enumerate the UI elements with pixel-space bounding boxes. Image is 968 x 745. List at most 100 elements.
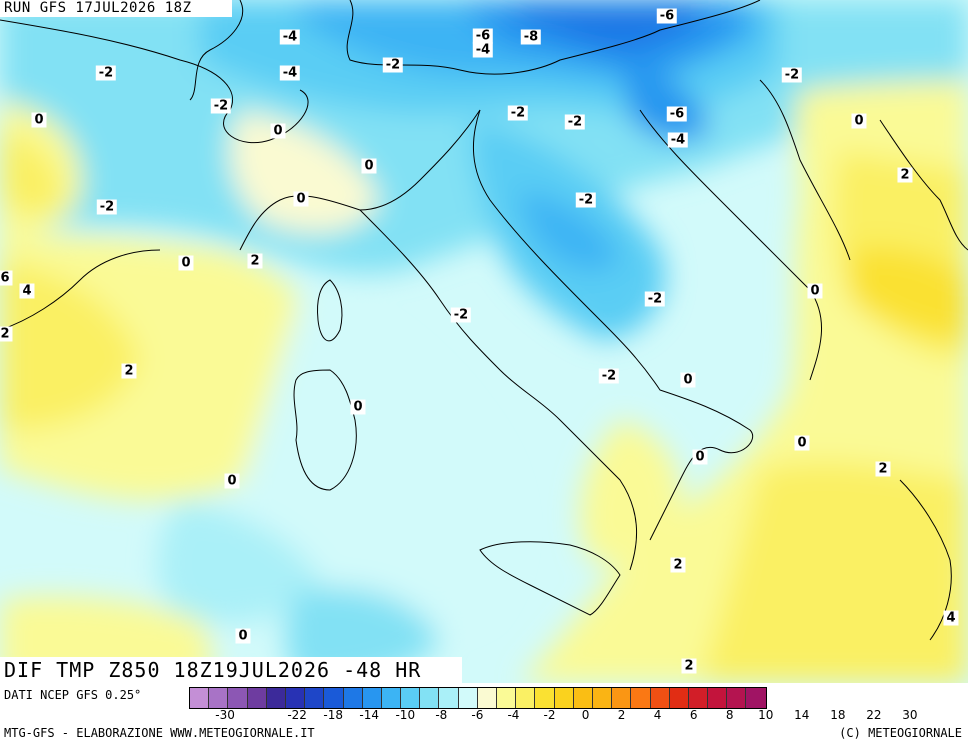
scale-swatch — [516, 688, 536, 708]
scale-tick-label: -8 — [435, 708, 448, 722]
scale-tick-label: 14 — [794, 708, 810, 722]
scale-tick-label: 2 — [617, 708, 626, 722]
scale-swatch — [497, 688, 517, 708]
contour-label: -2 — [781, 67, 803, 83]
contour-label: 0 — [235, 628, 251, 644]
contour-label: 0 — [224, 473, 240, 489]
contour-label: 0 — [794, 435, 810, 451]
scale-swatch — [362, 688, 382, 708]
contour-label: -2 — [575, 192, 597, 208]
scale-tick-label: 0 — [581, 708, 590, 722]
contour-label: -4 — [279, 65, 301, 81]
scale-tick-label: 30 — [902, 708, 918, 722]
data-source-label: DATI NCEP GFS 0.25° — [4, 688, 142, 702]
scale-tick-label: -10 — [395, 708, 416, 722]
contour-label: -8 — [520, 29, 542, 45]
scale-swatch — [688, 688, 709, 708]
scale-tick-label: -4 — [507, 708, 520, 722]
map-title: DIF TMP Z850 18Z19JUL2026 -48 HR — [0, 657, 462, 683]
contour-label: -4 — [279, 29, 301, 45]
scale-swatch — [535, 688, 555, 708]
scale-tick-label: -18 — [323, 708, 343, 722]
scale-swatch — [266, 688, 286, 708]
scale-swatch — [746, 688, 766, 708]
scale-swatch — [727, 688, 747, 708]
contour-label: -6 — [656, 8, 678, 24]
scale-swatch — [228, 688, 248, 708]
color-scale — [189, 687, 767, 709]
contour-label: 2 — [0, 326, 13, 342]
contour-label: -2 — [382, 57, 404, 73]
scale-swatch — [209, 688, 229, 708]
contour-label: 4 — [943, 610, 959, 626]
contour-label: -2 — [644, 291, 666, 307]
scale-tick-label: 4 — [653, 708, 662, 722]
contour-label: -2 — [507, 105, 529, 121]
contour-label: -2 — [210, 98, 232, 114]
contour-label: 2 — [121, 363, 137, 379]
contour-label: 2 — [875, 461, 891, 477]
contour-label: 2 — [670, 557, 686, 573]
scale-tick-label: -6 — [471, 708, 484, 722]
scale-swatch — [669, 688, 689, 708]
contour-label: 0 — [293, 191, 309, 207]
scale-swatch — [343, 688, 363, 708]
scale-tick-label: -2 — [543, 708, 556, 722]
contour-label: -2 — [450, 307, 472, 323]
contour-label: 2 — [247, 253, 263, 269]
scale-swatch — [324, 688, 344, 708]
contour-label: 4 — [19, 283, 35, 299]
scale-swatch — [381, 688, 402, 708]
footer-credit: MTG-GFS - ELABORAZIONE WWW.METEOGIORNALE… — [4, 726, 315, 740]
scale-tick-label: 10 — [758, 708, 774, 722]
scale-swatch — [631, 688, 651, 708]
scale-swatch — [420, 688, 440, 708]
scale-tick-label: -14 — [359, 708, 380, 722]
contour-label: -4 — [667, 132, 689, 148]
run-label: RUN GFS 17JUL2026 18Z — [0, 0, 232, 17]
contour-label: 0 — [851, 113, 867, 129]
scale-tick-label: 6 — [689, 708, 698, 722]
scale-tick-label: -30 — [215, 708, 235, 722]
scale-swatch — [477, 688, 497, 708]
contour-label: 0 — [178, 255, 194, 271]
contour-label: 0 — [361, 158, 377, 174]
contour-label: -4 — [472, 42, 494, 58]
coastlines — [0, 0, 968, 641]
scale-swatch — [247, 688, 267, 708]
contour-label: -2 — [96, 199, 118, 215]
scale-swatch — [401, 688, 421, 708]
contour-label: 0 — [680, 372, 696, 388]
scale-tick-label: 22 — [866, 708, 882, 722]
scale-swatch — [439, 688, 459, 708]
scale-tick-label: -22 — [287, 708, 307, 722]
scale-swatch — [305, 688, 325, 708]
scale-swatch — [285, 688, 306, 708]
contour-label: -6 — [666, 106, 688, 122]
contour-label: 0 — [692, 449, 708, 465]
field-shading — [0, 0, 968, 683]
scale-swatch — [190, 688, 210, 708]
contour-label: 6 — [0, 270, 13, 286]
scale-tick-label: 18 — [830, 708, 846, 722]
contour-label: 0 — [350, 399, 366, 415]
scale-tick-label: 8 — [725, 708, 734, 722]
contour-label: 0 — [270, 123, 286, 139]
contour-label: 0 — [31, 112, 47, 128]
scale-swatch — [612, 688, 632, 708]
contour-label: 0 — [807, 283, 823, 299]
scale-swatch — [650, 688, 670, 708]
scale-swatch — [592, 688, 613, 708]
contour-label: 2 — [681, 658, 697, 674]
scale-swatch — [708, 688, 728, 708]
contour-label: -2 — [564, 114, 586, 130]
scale-swatch — [554, 688, 574, 708]
footer-copyright: (C) METEOGIORNALE — [839, 726, 962, 740]
temperature-anomaly-map — [0, 0, 968, 683]
scale-swatch — [573, 688, 593, 708]
scale-swatch — [458, 688, 478, 708]
contour-label: 2 — [897, 167, 913, 183]
contour-label: -2 — [95, 65, 117, 81]
color-scale-ticks: -30 -22 -18 -14 -10 -8 -6 -4 -2 0 2 4 6 8 10 14 18 22 30 — [189, 708, 967, 724]
